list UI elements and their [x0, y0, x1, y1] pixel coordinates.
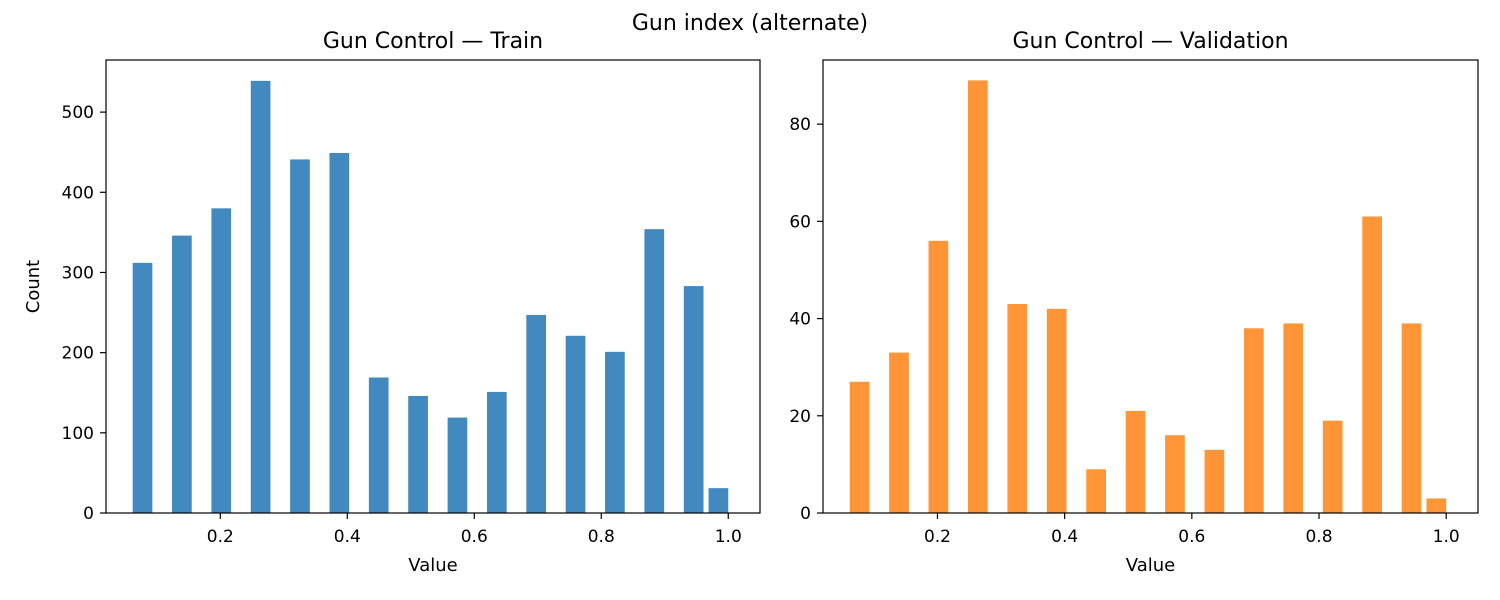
- validation-bar-7: [1125, 410, 1146, 513]
- train-bar-4: [290, 159, 310, 513]
- train-bar-6: [368, 377, 389, 513]
- train-xtick-label: 0.4: [334, 527, 361, 547]
- validation-xtick-label: 1.0: [1433, 527, 1460, 547]
- validation-xtick-label: 0.4: [1051, 527, 1078, 547]
- train-bar-10: [526, 314, 547, 513]
- validation-bar-15: [1426, 498, 1447, 513]
- validation-axes-frame: [822, 59, 1479, 514]
- validation-bar-1: [889, 352, 909, 513]
- train-bar-2: [211, 208, 232, 513]
- validation-ytick-label: 20: [789, 407, 811, 427]
- validation-bar-6: [1086, 469, 1106, 513]
- validation-bar-13: [1362, 216, 1382, 513]
- train-axes-title: Gun Control — Train: [323, 29, 543, 54]
- train-bar-14: [683, 286, 704, 513]
- validation-bar-8: [1165, 435, 1185, 513]
- validation-xtick-label: 0.8: [1305, 527, 1332, 547]
- train-ytick-label: 400: [62, 183, 94, 203]
- train-bar-11: [565, 335, 586, 513]
- validation-bar-12: [1322, 420, 1343, 513]
- validation-xtick-label: 0.6: [1178, 527, 1205, 547]
- train-x-axis-label: Value: [408, 555, 457, 576]
- train-bar-1: [172, 235, 192, 513]
- train-xtick-label: 0.8: [588, 527, 615, 547]
- figure-suptitle: Gun index (alternate): [632, 11, 868, 36]
- validation-ytick-label: 40: [789, 310, 811, 330]
- validation-bar-0: [849, 381, 870, 513]
- validation-axes-title: Gun Control — Validation: [1012, 29, 1288, 54]
- train-bar-5: [329, 153, 350, 513]
- train-bar-8: [447, 417, 468, 513]
- validation-bar-10: [1243, 328, 1264, 513]
- train-ytick-label: 500: [62, 103, 94, 123]
- train-ytick-label: 100: [62, 424, 94, 444]
- validation-bar-5: [1046, 308, 1067, 513]
- train-bar-15: [708, 488, 729, 513]
- validation-bar-14: [1401, 323, 1422, 513]
- train-bar-13: [644, 229, 665, 513]
- validation-xtick-label: 0.2: [924, 527, 951, 547]
- train-y-axis-label: Count: [23, 260, 44, 313]
- train-xtick-label: 0.2: [207, 527, 234, 547]
- train-axes-frame: [105, 59, 761, 514]
- train-xtick-label: 1.0: [715, 527, 742, 547]
- validation-histogram-panel: 0.2 0.4 0.6 0.8 1.0 0 20 40 60 80 Gun Control — Va…: [789, 29, 1479, 576]
- train-bar-9: [486, 391, 507, 513]
- train-bar-12: [605, 351, 625, 513]
- validation-bar-4: [1007, 303, 1028, 513]
- validation-ytick-label: 0: [800, 504, 811, 524]
- train-histogram-panel: 0.2 0.4 0.6 0.8 1.0 0 100 200 300 400 500 Gun Contr…: [23, 29, 761, 576]
- train-bar-3: [250, 80, 271, 514]
- train-xtick-label: 0.6: [461, 527, 488, 547]
- validation-ytick-label: 80: [789, 115, 811, 135]
- train-bar-0: [132, 262, 153, 513]
- validation-bar-2: [928, 240, 949, 513]
- validation-bar-9: [1204, 449, 1225, 513]
- train-ytick-label: 200: [62, 344, 94, 364]
- validation-ytick-label: 60: [789, 212, 811, 232]
- train-ytick-label: 300: [62, 263, 94, 283]
- validation-bar-11: [1283, 323, 1304, 513]
- train-bar-7: [408, 395, 428, 513]
- validation-x-axis-label: Value: [1126, 555, 1175, 576]
- validation-bar-3: [967, 80, 988, 514]
- train-ytick-label: 0: [83, 504, 94, 524]
